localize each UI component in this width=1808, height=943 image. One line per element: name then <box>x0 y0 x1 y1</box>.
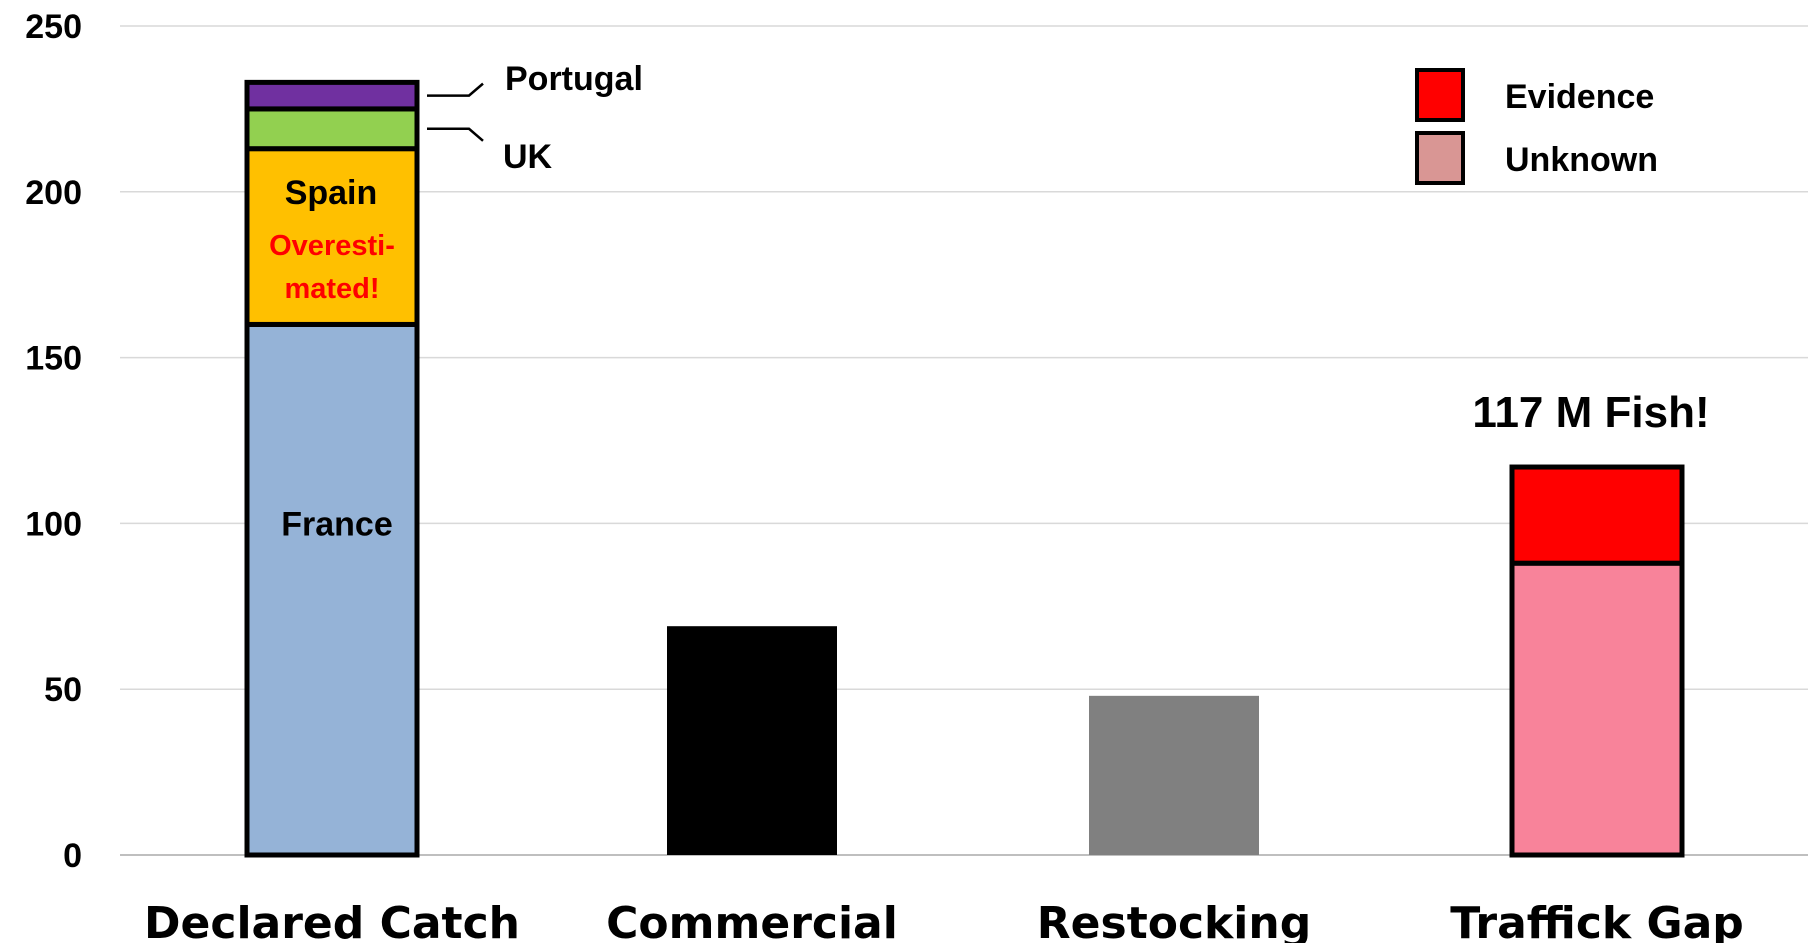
callout-line-portugal <box>427 82 484 97</box>
bar-segment-declared-catch-uk <box>244 106 420 152</box>
bar-segment-traffick-gap-unknown <box>1509 560 1685 858</box>
x-category-label-traffick-gap: Traffick Gap <box>1450 898 1744 943</box>
callout-line-uk <box>427 127 484 142</box>
segment-label-spain: Spain <box>285 174 378 212</box>
bar-segment-traffick-gap-evidence <box>1509 464 1685 566</box>
x-category-label-declared-catch: Declared Catch <box>144 898 520 943</box>
x-category-label-commercial: Commercial <box>606 898 898 943</box>
bars <box>244 79 1685 858</box>
y-tick-label-50: 50 <box>44 671 82 709</box>
bar-restocking <box>1089 695 1259 855</box>
y-tick-label-150: 150 <box>25 340 82 378</box>
bar-labels: France Spain Overesti-mated! UK Portugal 117 … <box>269 60 1709 543</box>
legend-label-evidence: Evidence <box>1505 78 1654 116</box>
y-tick-label-200: 200 <box>25 174 82 212</box>
y-tick-label-250: 250 <box>25 8 82 46</box>
bar-segment-declared-catch-france <box>244 321 420 858</box>
x-axis-labels: Declared Catch Commercial Restocking Traffi… <box>144 898 1744 943</box>
legend-label-unknown: Unknown <box>1505 141 1658 179</box>
bar-commercial <box>667 626 837 855</box>
segment-label-portugal: Portugal <box>505 60 643 98</box>
overestimated-note-line-1: Overesti- <box>269 230 395 262</box>
x-category-label-restocking: Restocking <box>1037 898 1311 943</box>
segment-label-france: France <box>281 505 393 543</box>
legend-swatch-unknown <box>1415 131 1465 185</box>
y-tick-label-100: 100 <box>25 505 82 543</box>
bar-segment-declared-catch-portugal <box>244 79 420 112</box>
annotation-total-fish: 117 M Fish! <box>1472 388 1709 437</box>
overestimated-note-line-2: mated! <box>284 273 379 305</box>
bar-segment-declared-catch-spain <box>244 146 420 327</box>
y-axis-ticks: 0 50 100 150 200 250 <box>25 8 82 875</box>
legend: Evidence Unknown <box>1415 68 1658 185</box>
segment-label-uk: UK <box>503 138 553 176</box>
legend-swatch-evidence <box>1415 68 1465 122</box>
y-tick-label-0: 0 <box>63 837 82 875</box>
